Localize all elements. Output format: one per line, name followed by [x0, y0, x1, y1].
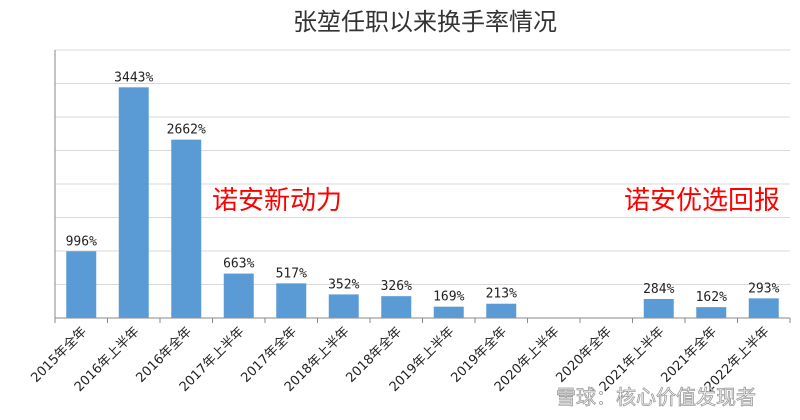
bars [66, 87, 779, 318]
data-label: 213% [486, 287, 517, 302]
data-label: 162% [696, 290, 727, 305]
data-label: 2662% [167, 123, 206, 138]
data-label: 663% [223, 257, 254, 272]
data-label: 996% [66, 234, 97, 249]
bar [696, 307, 727, 318]
data-label: 169% [433, 290, 464, 305]
gridlines [55, 49, 790, 285]
bar [643, 298, 674, 318]
bar [486, 303, 517, 318]
bar [748, 298, 779, 318]
annotation-nuoan-xindongli: 诺安新动力 [212, 186, 342, 216]
data-label: 284% [643, 282, 674, 297]
watermark: 雪球：核心价值发现者 [556, 385, 756, 409]
bar [328, 294, 359, 318]
bar [223, 273, 254, 318]
bar [433, 306, 464, 318]
bar [381, 296, 412, 318]
x-tick-labels: 2015年全年2016年上半年2016年全年2017年上半年2017年全年201… [28, 318, 791, 395]
data-labels: 996% 3443% 2662% 663% 517% 352% 326% 169% 213% 28… [66, 70, 780, 305]
data-label: 3443% [114, 70, 153, 85]
data-label: 352% [328, 277, 359, 292]
bar [276, 283, 307, 318]
chart-title: 张堃任职以来换手率情况 [293, 8, 557, 36]
bar [66, 251, 97, 318]
bar [171, 139, 202, 318]
data-label: 326% [381, 279, 412, 294]
bar [118, 87, 149, 318]
annotation-nuoan-youxuan-huibao: 诺安优选回报 [624, 186, 780, 216]
data-label: 293% [748, 281, 779, 296]
data-label: 517% [276, 266, 307, 281]
